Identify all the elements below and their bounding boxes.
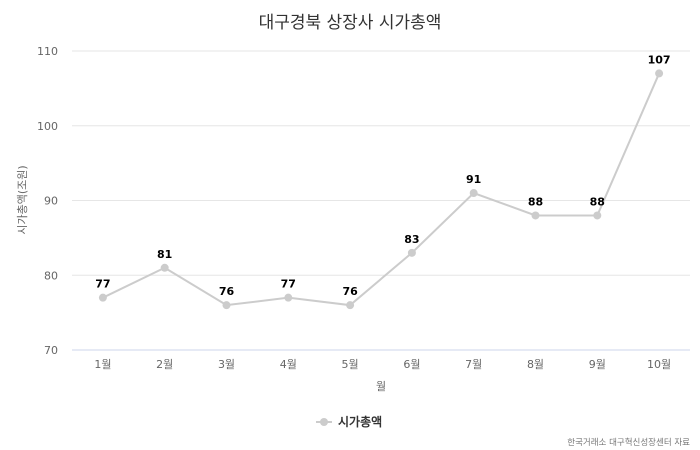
x-tick-label: 2월 (156, 358, 173, 371)
x-tick-label: 10월 (647, 358, 671, 371)
data-point[interactable] (160, 263, 169, 272)
data-label: 91 (466, 173, 481, 186)
y-tick-label: 100 (37, 120, 58, 133)
series-line (102, 73, 661, 307)
y-axis-ticks: 70 80 90 100 110 (37, 45, 58, 357)
x-tick-label: 6월 (403, 358, 420, 371)
data-label: 76 (219, 285, 235, 298)
y-tick-label: 80 (44, 269, 58, 282)
data-label: 83 (404, 233, 419, 246)
x-tick-label: 8월 (527, 358, 544, 371)
data-point[interactable] (469, 189, 478, 198)
data-point[interactable] (655, 69, 664, 78)
data-point[interactable] (284, 293, 293, 302)
x-tick-label: 7월 (465, 358, 482, 371)
legend-item[interactable]: 시가총액 (316, 413, 382, 430)
data-point[interactable] (407, 248, 416, 257)
data-point[interactable] (222, 301, 231, 310)
legend-marker-icon (316, 417, 332, 427)
x-tick-label: 5월 (342, 358, 359, 371)
data-label: 88 (528, 195, 543, 208)
data-label: 81 (157, 248, 172, 261)
y-tick-label: 90 (44, 195, 58, 208)
data-label: 77 (95, 278, 110, 291)
y-tick-label: 110 (37, 45, 58, 58)
y-axis-title: 시가총액(조원) (16, 165, 29, 234)
x-axis-ticks: 1월 2월 3월 4월 5월 6월 7월 8월 9월 10월 (94, 358, 671, 371)
data-point[interactable] (98, 293, 107, 302)
data-point[interactable] (531, 211, 540, 220)
legend-label: 시가총액 (338, 415, 383, 429)
gridlines (72, 50, 690, 351)
data-label: 88 (590, 195, 605, 208)
source-note: 한국거래소 대구혁신성장센터 자료 (567, 438, 690, 448)
data-labels: 77 81 76 77 76 83 91 88 88 107 (95, 53, 670, 298)
data-point[interactable] (593, 211, 602, 220)
data-label: 76 (342, 285, 358, 298)
data-label: 107 (648, 53, 671, 66)
x-tick-label: 3월 (218, 358, 235, 371)
chart-title: 대구경북 상장사 시가총액 (258, 13, 442, 33)
data-label: 77 (281, 278, 296, 291)
y-tick-label: 70 (44, 344, 58, 357)
x-tick-label: 4월 (280, 358, 297, 371)
x-axis-title: 월 (376, 380, 386, 393)
x-tick-label: 9월 (589, 358, 606, 371)
x-tick-label: 1월 (94, 358, 111, 371)
data-point[interactable] (346, 301, 355, 310)
data-points (98, 69, 664, 310)
